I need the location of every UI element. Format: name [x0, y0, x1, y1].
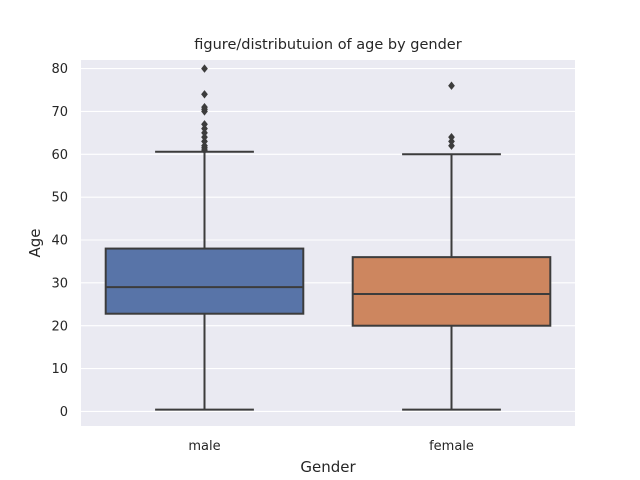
box-group-female — [351, 81, 552, 411]
outlier-point — [201, 141, 208, 150]
y-tick-label: 80 — [51, 62, 68, 77]
y-tick-label: 70 — [51, 105, 68, 120]
outlier-point — [201, 132, 208, 142]
x-tick-label: female — [429, 439, 474, 454]
outlier-point — [448, 137, 455, 146]
outlier-point — [448, 81, 455, 90]
outlier-point — [201, 128, 208, 138]
outlier-point — [448, 141, 455, 150]
outlier-point — [201, 90, 208, 99]
box-female — [351, 256, 552, 327]
y-tick-label: 50 — [51, 191, 68, 206]
y-tick-label: 40 — [51, 234, 68, 249]
x-axis-title: Gender — [300, 458, 356, 476]
x-tick-labels: male female — [188, 439, 474, 454]
y-tick-label: 60 — [51, 148, 68, 163]
y-tick-label: 0 — [60, 405, 68, 420]
outlier-point — [201, 120, 208, 129]
y-tick-label: 30 — [51, 276, 68, 291]
y-tick-labels: 0 10 20 30 40 50 60 70 80 — [51, 62, 68, 420]
outlier-point — [201, 64, 208, 73]
x-tick-label: male — [188, 439, 220, 454]
box-layer — [104, 64, 552, 411]
y-axis-title: Age — [26, 228, 44, 257]
box-group-male — [104, 64, 305, 411]
chart-title: figure/distributuion of age by gender — [194, 37, 461, 53]
outlier-point — [201, 102, 208, 112]
y-tick-label: 10 — [51, 362, 68, 377]
outlier-point — [201, 124, 208, 133]
box-male — [104, 247, 305, 315]
y-tick-label: 20 — [51, 319, 68, 334]
outlier-point — [448, 132, 455, 142]
outlier-point — [201, 137, 208, 146]
plot-area — [81, 60, 575, 426]
